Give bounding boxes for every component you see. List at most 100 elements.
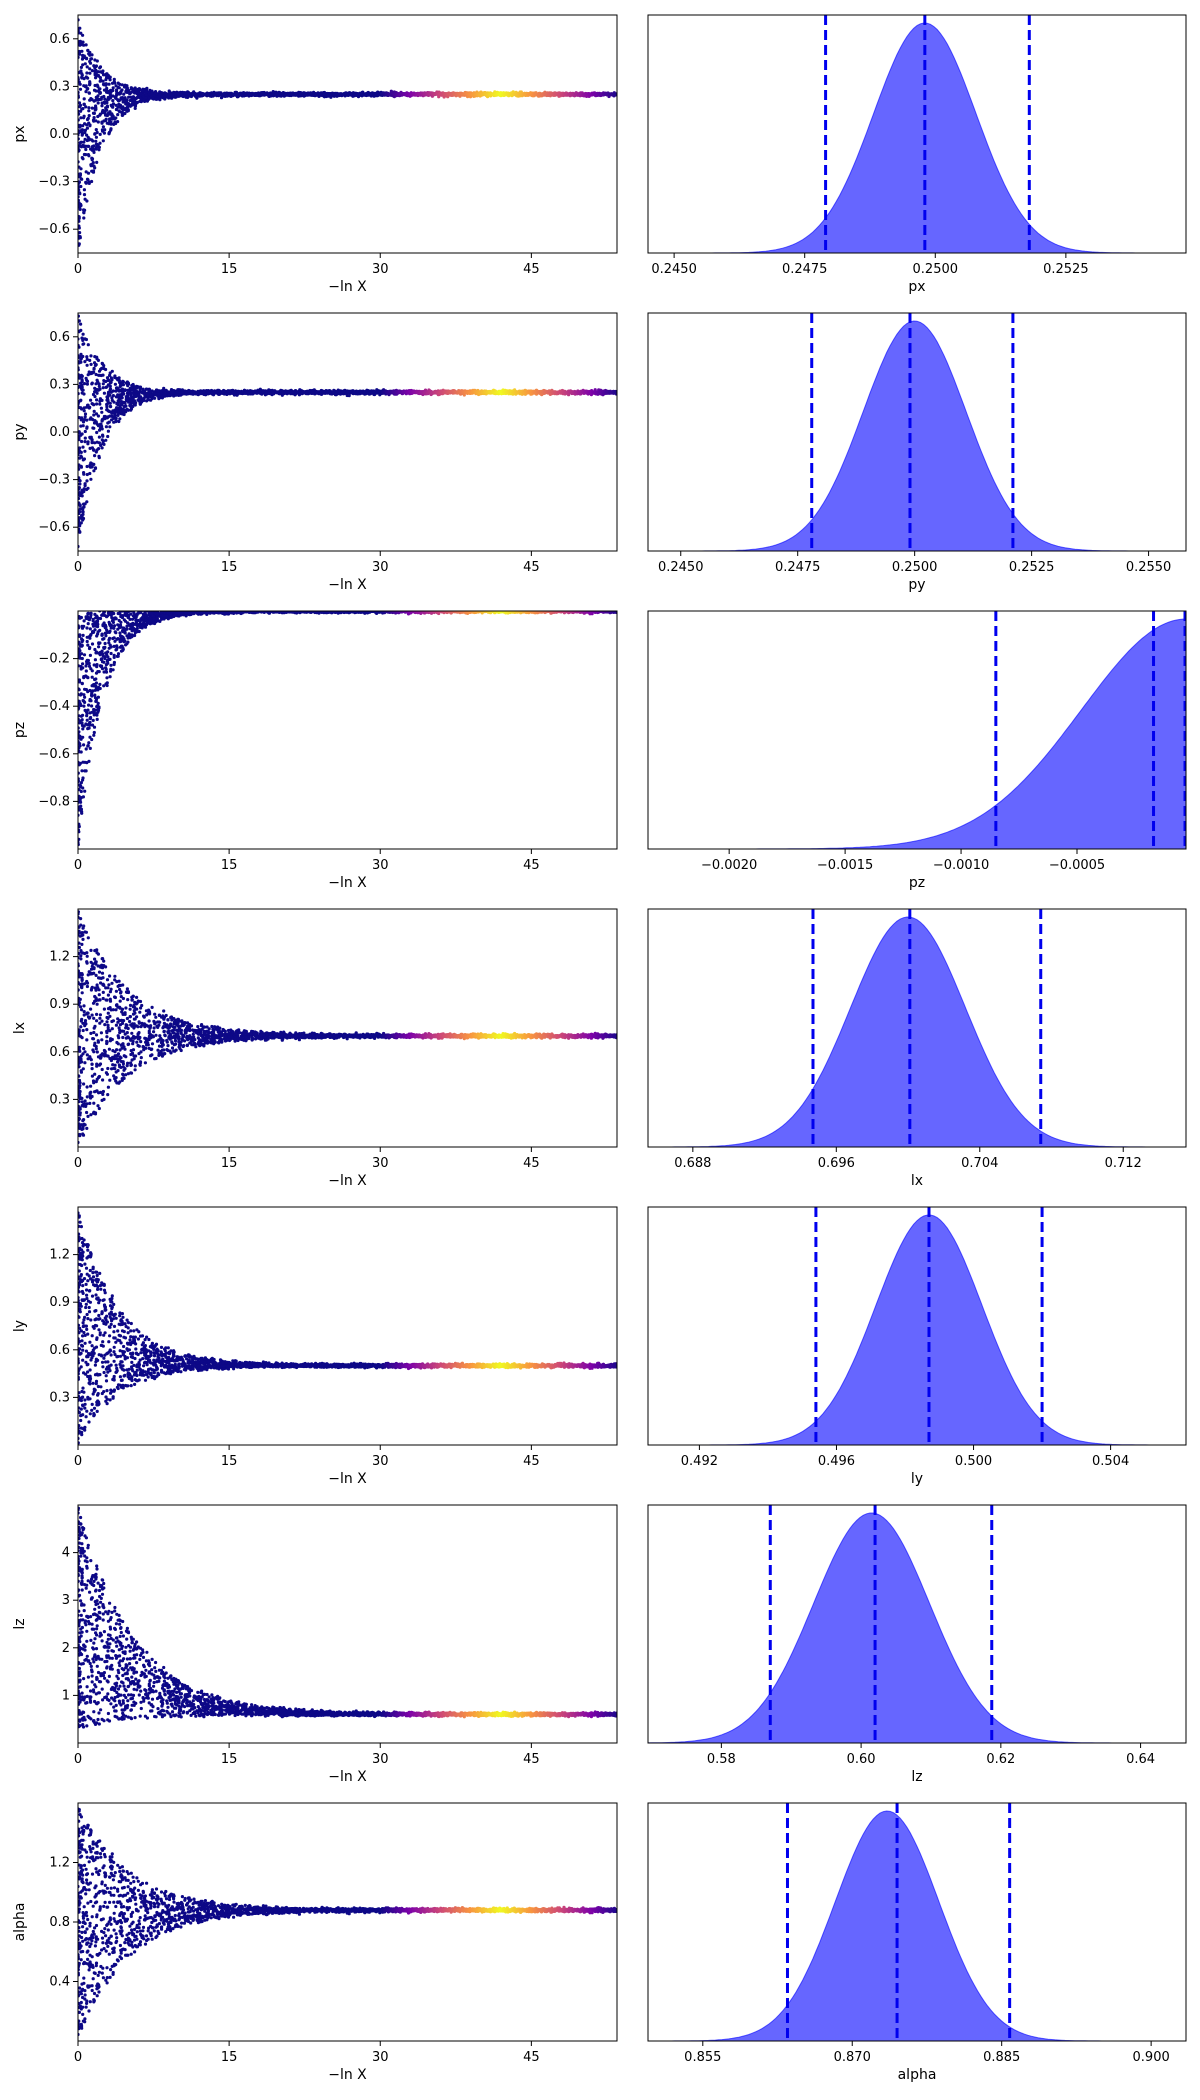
sample-point bbox=[184, 390, 188, 394]
sample-point bbox=[121, 107, 125, 111]
sample-point bbox=[85, 363, 89, 367]
sample-point bbox=[78, 482, 82, 486]
sample-point bbox=[119, 90, 123, 94]
sample-point bbox=[84, 181, 88, 185]
sample-point bbox=[104, 119, 108, 123]
sample-point bbox=[79, 424, 83, 428]
sample-point bbox=[85, 464, 89, 469]
sample-point bbox=[243, 92, 247, 96]
sample-point bbox=[86, 442, 90, 446]
y-tick-label: 0.0 bbox=[49, 127, 70, 142]
sample-point bbox=[138, 402, 142, 406]
sample-point bbox=[97, 435, 101, 439]
sample-point bbox=[78, 71, 81, 75]
sample-point bbox=[80, 488, 84, 492]
sample-point bbox=[93, 71, 97, 75]
sample-point bbox=[94, 128, 98, 132]
sample-point bbox=[128, 391, 132, 395]
sample-point bbox=[100, 446, 104, 450]
sample-point bbox=[170, 391, 174, 395]
sample-point bbox=[92, 413, 96, 417]
sample-point bbox=[87, 144, 91, 148]
sample-point bbox=[95, 398, 99, 402]
sample-point bbox=[88, 80, 92, 84]
sample-point bbox=[105, 376, 110, 380]
posterior-density-area bbox=[648, 320, 1186, 552]
sample-point bbox=[79, 354, 83, 358]
sample-point bbox=[88, 446, 92, 450]
sample-point bbox=[79, 167, 83, 171]
sample-point bbox=[107, 122, 111, 126]
sample-point bbox=[85, 479, 89, 483]
sample-point bbox=[110, 81, 115, 85]
y-tick-label: −0.3 bbox=[38, 473, 70, 488]
sample-point bbox=[105, 113, 109, 118]
sample-point bbox=[111, 86, 115, 90]
sample-point bbox=[80, 133, 84, 137]
sample-point bbox=[98, 76, 102, 80]
sample-point bbox=[118, 105, 122, 109]
sample-point bbox=[78, 235, 82, 239]
x-tick-label: 0.2500 bbox=[892, 560, 938, 575]
sample-point bbox=[136, 385, 140, 389]
sample-point bbox=[80, 76, 84, 80]
sample-point bbox=[96, 414, 100, 418]
sample-point bbox=[115, 408, 119, 412]
sample-point bbox=[112, 77, 116, 81]
sample-point bbox=[85, 71, 89, 75]
sample-point bbox=[130, 398, 134, 402]
sample-point bbox=[101, 386, 105, 390]
sample-point bbox=[88, 71, 92, 75]
sample-point bbox=[121, 379, 125, 384]
sample-point bbox=[114, 107, 118, 112]
sample-point bbox=[82, 210, 86, 214]
sample-point bbox=[150, 389, 154, 393]
sample-point bbox=[153, 91, 157, 95]
sample-point bbox=[198, 391, 202, 396]
sample-point bbox=[78, 319, 81, 323]
sample-point bbox=[104, 367, 108, 372]
sample-point bbox=[108, 387, 113, 391]
sample-point bbox=[80, 385, 84, 389]
sample-point bbox=[192, 91, 196, 95]
sample-point bbox=[154, 388, 159, 392]
y-tick-label: −0.6 bbox=[38, 520, 70, 535]
sample-point bbox=[170, 93, 174, 97]
sample-point bbox=[84, 144, 88, 148]
sample-point bbox=[105, 385, 109, 389]
sample-point bbox=[110, 396, 114, 400]
sample-point bbox=[210, 94, 214, 98]
sample-point bbox=[88, 358, 92, 362]
sample-point bbox=[85, 487, 89, 492]
sample-point bbox=[105, 86, 109, 90]
sample-point bbox=[130, 96, 134, 100]
sample-point bbox=[107, 130, 112, 134]
sample-point bbox=[116, 393, 120, 397]
sample-point bbox=[89, 477, 93, 481]
sample-point bbox=[81, 418, 85, 422]
sample-point bbox=[143, 393, 147, 397]
sample-point bbox=[145, 99, 149, 103]
sample-point bbox=[263, 92, 267, 96]
sample-point bbox=[79, 464, 83, 468]
sample-point bbox=[144, 96, 148, 100]
sample-point bbox=[101, 373, 105, 377]
sample-point bbox=[100, 71, 105, 75]
sample-point bbox=[90, 69, 94, 73]
sample-point bbox=[151, 93, 156, 97]
x-tick-label: 30 bbox=[372, 262, 389, 277]
sample-point bbox=[93, 166, 97, 170]
sample-point bbox=[81, 124, 85, 128]
sample-point bbox=[120, 113, 124, 117]
sample-point bbox=[225, 392, 229, 396]
sample-point bbox=[259, 389, 263, 393]
sample-point bbox=[109, 390, 113, 394]
sample-point bbox=[87, 109, 91, 113]
sample-point bbox=[78, 105, 82, 109]
sample-point bbox=[79, 41, 83, 45]
sample-point bbox=[132, 401, 136, 405]
sample-point bbox=[148, 388, 152, 392]
sample-point bbox=[117, 419, 121, 424]
sample-point bbox=[154, 97, 158, 101]
sample-point bbox=[86, 153, 90, 157]
